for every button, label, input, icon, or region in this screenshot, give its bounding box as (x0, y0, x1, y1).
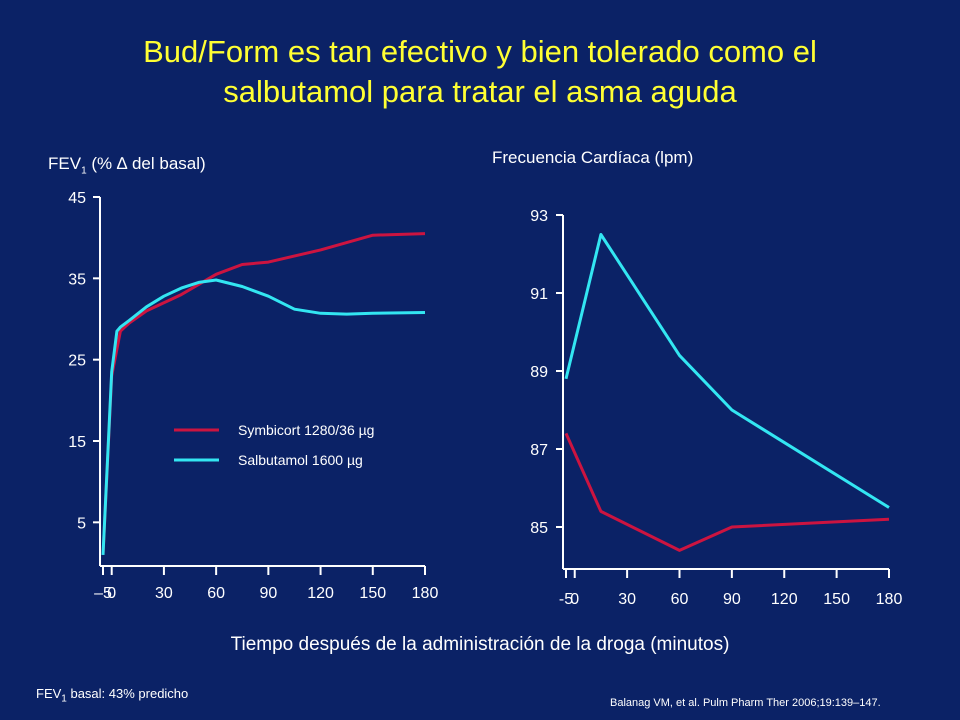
left-y-tick-label: 35 (68, 271, 86, 288)
right-y-tick-label: 93 (530, 208, 548, 225)
footnote-prefix: FEV (36, 686, 62, 701)
left-y-tick-label: 45 (68, 190, 86, 207)
left-chart-ylabel: FEV1 (% ∆ del basal) (48, 154, 206, 176)
left-x-tick-label: 90 (259, 585, 277, 602)
right-y-tick-label: 91 (530, 286, 548, 303)
title-line-2: salbutamol para tratar el asma aguda (223, 74, 737, 109)
right-y-tick-label: 85 (530, 520, 548, 537)
right-x-tick-label: 120 (771, 591, 798, 608)
footnote-sub: 1 (61, 693, 67, 705)
left-x-tick-label: 180 (412, 585, 439, 602)
left-ylabel-text: (% ∆ del basal) (86, 154, 206, 173)
left-x-tick-label: 120 (307, 585, 334, 602)
slide-title: Bud/Form es tan efectivo y bien tolerado… (0, 32, 960, 112)
footnote: FEV1 basal: 43% predicho (36, 686, 188, 705)
left-x-tick-label: 30 (155, 585, 173, 602)
right-y-tick-label: 89 (530, 364, 548, 381)
left-ylabel-prefix: FEV (48, 154, 82, 173)
left-y-tick-label: 25 (68, 353, 86, 370)
left-y-tick-label: 5 (77, 515, 86, 532)
citation: Balanag VM, et al. Pulm Pharm Ther 2006;… (610, 697, 881, 709)
right-y-tick-label: 87 (530, 442, 548, 459)
footnote-text: basal: 43% predicho (66, 686, 189, 701)
legend-label-salbutamol: Salbutamol 1600 µg (238, 452, 363, 468)
x-axis-title: Tiempo después de la administración de l… (230, 634, 730, 655)
right-x-tick-label: 60 (671, 591, 689, 608)
left-series-symbicort-line (101, 232, 426, 555)
right-x-tick-label: 30 (618, 591, 636, 608)
left-x-tick-label: 0 (107, 585, 116, 602)
right-x-tick-label: 150 (823, 591, 850, 608)
left-y-tick-label: 15 (68, 434, 86, 451)
left-x-tick-label: –5 (94, 585, 112, 602)
right-x-tick-label: 0 (570, 591, 579, 608)
left-x-tick-label: 150 (359, 585, 386, 602)
legend-label-symbicort: Symbicort 1280/36 µg (238, 422, 374, 438)
right-chart-ylabel: Frecuencia Cardíaca (lpm) (492, 148, 694, 167)
right-series-salbutamol-line (564, 233, 890, 509)
left-series-salbutamol-line (101, 278, 426, 555)
right-x-tick-label: 180 (876, 591, 903, 608)
right-series-symbicort-line (564, 432, 890, 552)
title-line-1: Bud/Form es tan efectivo y bien tolerado… (143, 34, 817, 69)
left-ylabel-sub: 1 (81, 165, 87, 177)
left-x-tick-label: 60 (207, 585, 225, 602)
right-x-tick-label: -5 (559, 591, 573, 608)
right-x-tick-label: 90 (723, 591, 741, 608)
